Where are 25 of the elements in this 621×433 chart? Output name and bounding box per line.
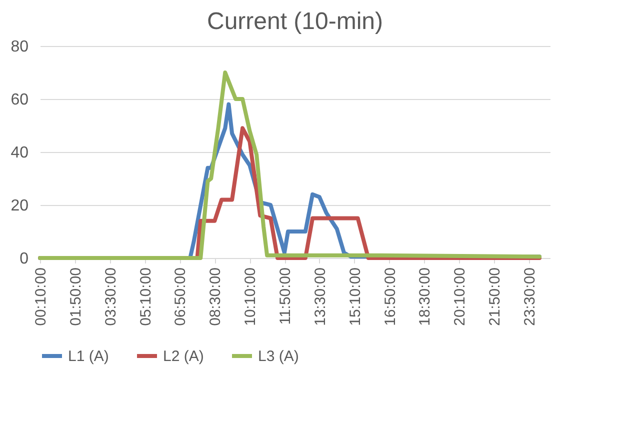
x-tick-label: 15:10:00 — [346, 268, 364, 326]
x-tick-label: 03:30:00 — [102, 268, 120, 326]
legend-label: L1 (A) — [68, 348, 109, 365]
legend-label: L3 (A) — [258, 348, 299, 365]
x-tick-label: 05:10:00 — [137, 268, 154, 326]
x-tick-label: 20:10:00 — [452, 268, 469, 326]
x-tick-label: 11:50:00 — [277, 268, 294, 325]
x-tick-label: 10:10:00 — [242, 268, 260, 326]
y-tick-label: 0 — [20, 250, 29, 268]
line-series — [38, 70, 542, 260]
y-tick-label: 60 — [10, 92, 29, 108]
x-tick-label: 01:50:00 — [67, 268, 84, 326]
x-tick-label: 00:10:00 — [32, 268, 50, 326]
y-tick-label: 80 — [10, 38, 29, 56]
legend-label: L2 (A) — [163, 348, 204, 365]
y-tick-label: 20 — [10, 198, 29, 214]
x-tick-label: 18:30:00 — [416, 268, 434, 326]
y-tick-label: 40 — [10, 144, 29, 162]
x-tick-label: 21:50:00 — [486, 268, 504, 326]
x-tick-label: 13:30:00 — [312, 268, 329, 326]
x-tick-label: 23:30:00 — [522, 268, 539, 326]
chart-title: Current (10-min) — [206, 8, 384, 35]
x-tick-label: 06:50:00 — [172, 268, 190, 326]
x-tick-label: 16:50:00 — [382, 268, 399, 326]
x-tick-label: 08:30:00 — [207, 268, 224, 326]
